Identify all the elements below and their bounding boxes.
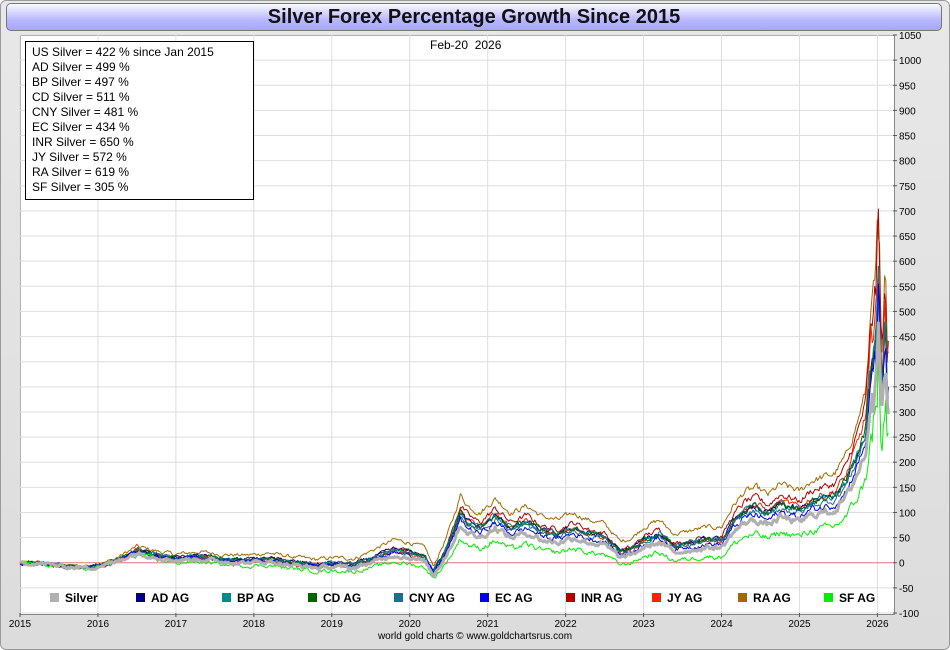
legend-label: Silver — [65, 591, 98, 605]
x-tick-label: 2015 — [9, 619, 32, 630]
info-line: CNY Silver = 481 % — [32, 105, 139, 119]
date-label: Feb-20 2026 — [430, 38, 502, 52]
legend-swatch — [136, 593, 145, 602]
axis-ticks: -100 -50 0 50 100 150 200 250 300 350 400 450 500 550… — [9, 31, 922, 630]
series-line — [20, 265, 889, 574]
y-tick-label: 100 — [899, 508, 916, 519]
y-tick-label: 500 — [899, 307, 916, 318]
legend-label: INR AG — [581, 591, 623, 605]
legend-swatch — [652, 593, 661, 602]
legend-label: CD AG — [323, 591, 361, 605]
info-line: JY Silver = 572 % — [32, 150, 127, 164]
info-line: US Silver = 422 % since Jan 2015 — [32, 45, 214, 59]
legend-label: RA AG — [753, 591, 791, 605]
y-tick-label: 550 — [899, 282, 916, 293]
x-tick-label: 2018 — [243, 619, 266, 630]
legend-label: SF AG — [839, 591, 875, 605]
y-tick-label: 350 — [899, 383, 916, 394]
info-line: BP Silver = 497 % — [32, 75, 129, 89]
legend-label: JY AG — [667, 591, 702, 605]
legend: Silver AD AG BP AG CD AG CNY AG EC AG INR AG JY… — [50, 591, 875, 605]
y-tick-label: -50 — [899, 584, 914, 595]
y-tick-label: 750 — [899, 182, 916, 193]
y-tick-label: 900 — [899, 106, 916, 117]
legend-swatch — [738, 593, 747, 602]
x-tick-label: 2017 — [165, 619, 188, 630]
y-tick-label: 0 — [899, 559, 905, 570]
grid-lines — [19, 34, 893, 614]
y-tick-label: 950 — [899, 81, 916, 92]
y-tick-label: 300 — [899, 408, 916, 419]
series-line — [19, 208, 889, 578]
info-line: INR Silver = 650 % — [32, 135, 134, 149]
legend-label: EC AG — [495, 591, 533, 605]
info-line: SF Silver = 305 % — [32, 180, 129, 194]
legend-swatch — [394, 593, 403, 602]
legend-label: CNY AG — [409, 591, 455, 605]
legend-label: AD AG — [151, 591, 189, 605]
x-tick-label: 2023 — [632, 619, 655, 630]
y-tick-label: 850 — [899, 132, 916, 143]
title-bar: Silver Forex Percentage Growth Since 201… — [6, 3, 942, 31]
x-tick-label: 2026 — [866, 619, 889, 630]
series-line — [18, 321, 890, 578]
legend-swatch — [480, 593, 489, 602]
y-tick-label: 700 — [899, 207, 916, 218]
x-tick-label: 2021 — [477, 619, 500, 630]
legend-swatch — [50, 593, 59, 602]
legend-swatch — [222, 593, 231, 602]
x-tick-label: 2024 — [710, 619, 733, 630]
y-tick-label: 1000 — [899, 56, 922, 67]
y-tick-label: 450 — [899, 333, 916, 344]
legend-swatch — [566, 593, 575, 602]
y-tick-label: 150 — [899, 483, 916, 494]
info-line: EC Silver = 434 % — [32, 120, 130, 134]
info-line: RA Silver = 619 % — [32, 165, 130, 179]
info-line: AD Silver = 499 % — [32, 60, 130, 74]
x-tick-label: 2022 — [555, 619, 578, 630]
y-tick-label: 1050 — [899, 31, 922, 42]
x-tick-label: 2020 — [399, 619, 422, 630]
y-tick-label: 600 — [899, 257, 916, 268]
chart-title: Silver Forex Percentage Growth Since 201… — [267, 6, 681, 28]
legend-label: BP AG — [237, 591, 274, 605]
x-tick-label: 2025 — [788, 619, 811, 630]
x-tick-label: 2019 — [321, 619, 344, 630]
y-tick-label: 650 — [899, 232, 916, 243]
y-tick-label: 200 — [899, 458, 916, 469]
series-lines — [18, 208, 890, 579]
x-tick-label: 2016 — [87, 619, 110, 630]
y-tick-label: -100 — [899, 609, 919, 620]
series-line — [19, 283, 889, 573]
y-tick-label: 50 — [899, 534, 911, 545]
credit-text: world gold charts © www.goldchartsrus.co… — [377, 631, 573, 642]
y-tick-label: 800 — [899, 157, 916, 168]
info-box: US Silver = 422 % since Jan 2015 AD Silv… — [25, 41, 254, 200]
legend-swatch — [308, 593, 317, 602]
legend-swatch — [824, 593, 833, 602]
series-line — [19, 219, 889, 568]
info-line: CD Silver = 511 % — [32, 90, 130, 104]
y-tick-label: 250 — [899, 433, 916, 444]
y-tick-label: 400 — [899, 358, 916, 369]
